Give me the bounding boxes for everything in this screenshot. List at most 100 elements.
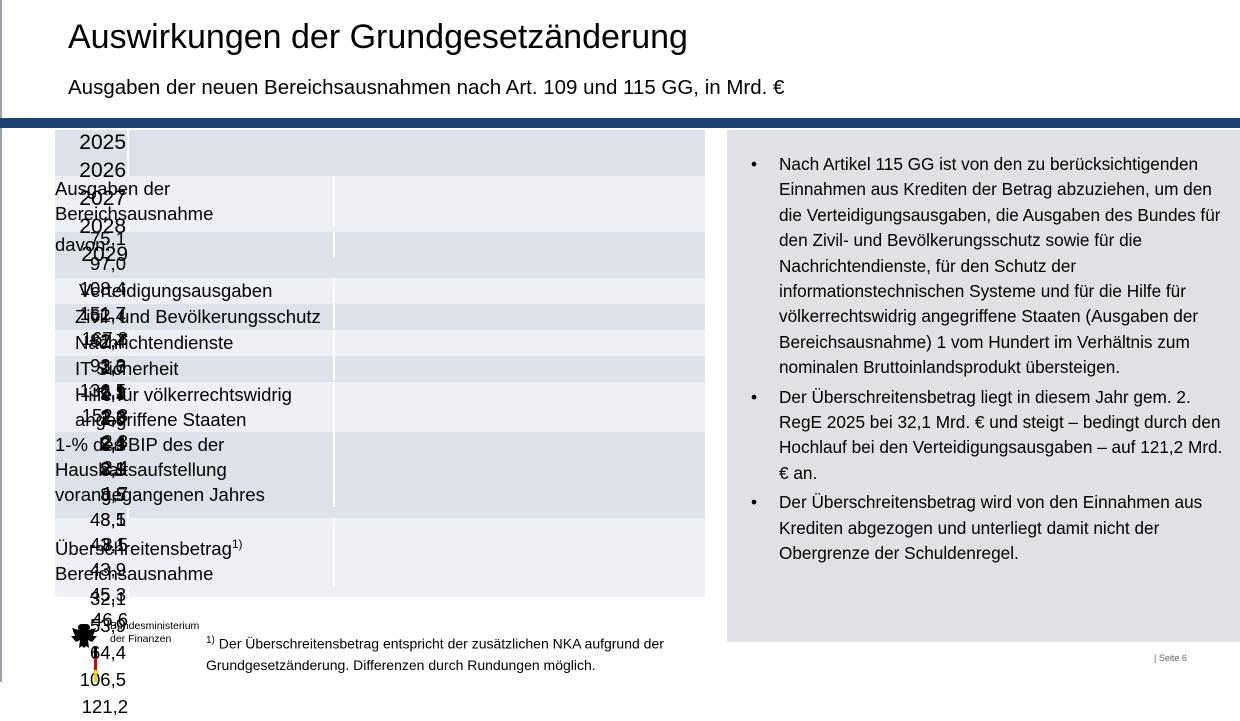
cell-value: 2,1 <box>100 433 126 454</box>
row-label: IT Sicherheit <box>55 356 335 381</box>
label-text: Bereichsausnahme <box>55 563 214 585</box>
subtitle: Ausgaben der neuen Bereichsausnahmen nac… <box>68 76 785 99</box>
label-text: Hilfe für völkerrechtswidrig <box>75 384 292 405</box>
table-cell: 46,6 <box>55 607 129 632</box>
cell-value: 2,0 <box>100 356 126 377</box>
cell-value: 136,5 <box>79 380 126 401</box>
cell-value: 8,3 <box>100 434 126 455</box>
table-cell: 2,3 <box>55 429 129 454</box>
label-line: Bereichsausnahme <box>55 201 332 226</box>
footnote-mark: 1) <box>206 635 215 646</box>
row-label: 1-% des BIP des der Haushaltsaufstellung v… <box>55 432 335 507</box>
ministry-name: Bundesministerium der Finanzen <box>110 620 199 646</box>
table-row: Zivil- und Bevölkerungsschutz 1,4 2,0 2,1 2,… <box>55 304 705 452</box>
label-line: Verteidigungsausgaben <box>79 278 332 303</box>
table-cell: 32,1 <box>55 586 129 614</box>
cell-value: 167,8 <box>81 328 128 349</box>
cell-value: 62,4 <box>89 305 126 326</box>
table-row: Ausgaben der Bereichsausnahme 75,1 97,0 108,… <box>55 176 705 349</box>
table-row: Überschreitensbetrag1) Bereichsausnahme 32… <box>55 518 705 717</box>
cell-value: 2,3 <box>100 407 126 428</box>
label-line: 1-% des BIP des der <box>55 432 332 457</box>
cell-value: 1,7 <box>102 483 128 504</box>
label-line: Bereichsausnahme <box>55 561 332 586</box>
cell-value: 8,5 <box>100 509 126 530</box>
cell-value: 2,2 <box>100 406 126 427</box>
cell-value: 53,9 <box>89 615 126 637</box>
cell-value: 8,5 <box>100 459 126 480</box>
label-text: Verteidigungsausgaben <box>79 280 273 301</box>
cell-value: 93,3 <box>89 355 126 376</box>
table-cell: 2,4 <box>55 455 129 480</box>
table-row: Verteidigungsausgaben 62,4 82,7 93,3 136,5 15… <box>55 278 705 426</box>
note-mark: 1) <box>231 537 243 551</box>
bullet-list: Nach Artikel 115 GG ist von den zu berüc… <box>727 130 1240 567</box>
table-row: Nachrichtendienste 1,7 2,2 2,3 2,4 2,4 <box>55 330 705 478</box>
label-text: Nachrichtendienste <box>75 332 234 353</box>
cell-value: 108,4 <box>79 278 126 299</box>
label-text: IT Sicherheit <box>75 358 179 379</box>
label-line: Haushaltsaufstellung <box>55 457 332 482</box>
bullet: Der Überschreitensbetrag wird von den Ei… <box>751 490 1226 566</box>
cell-value: 97,0 <box>89 253 126 274</box>
label-text: Überschreitensbetrag <box>55 538 232 560</box>
cell-value: 46,6 <box>91 609 128 630</box>
row-label: Zivil- und Bevölkerungsschutz <box>55 304 335 329</box>
table-cell: 53,9 <box>55 613 129 641</box>
table-cell: 8,5 <box>55 532 129 557</box>
label-line: angegriffene Staaten <box>75 407 332 432</box>
footnote: 1) Der Überschreitensbetrag entspricht d… <box>206 630 726 676</box>
cell-value: 2,4 <box>100 432 126 453</box>
table-row: 1-% des BIP des der Haushaltsaufstellung v… <box>55 432 705 630</box>
bullet: Der Überschreitensbetrag liegt in diesem… <box>751 385 1226 487</box>
cell-value: 45,3 <box>89 584 126 605</box>
cell-value: 121,2 <box>81 696 128 718</box>
cell-value: 75,1 <box>89 228 126 249</box>
logo <box>71 624 97 682</box>
table-row: IT Sicherheit 1,3 1,6 2,1 2,1 1,7 <box>55 356 705 504</box>
bullet: Nach Artikel 115 GG ist von den zu berüc… <box>751 152 1226 381</box>
table-cell: 152,8 <box>55 403 129 428</box>
cell-value: 2,3 <box>102 431 128 452</box>
page-number: | Seite 6 <box>1154 653 1187 663</box>
row-label: davon: <box>55 232 335 257</box>
cell-value: 8,5 <box>102 534 128 555</box>
flag-black <box>94 646 97 658</box>
table-cell: 167,8 <box>55 326 129 351</box>
label-text: 1-% des BIP des der <box>55 434 225 455</box>
label-text: Ausgaben der <box>55 178 171 199</box>
title: Auswirkungen der Grundgesetzänderung <box>68 18 688 56</box>
cell-value: 2,2 <box>100 382 126 403</box>
slide: {"header": {"title": "Auswirkungen der G… <box>0 0 1240 682</box>
flag-red <box>94 658 97 670</box>
table-row: Hilfe für völkerrechtswidrig angegriffene… <box>55 382 705 555</box>
row-label: Verteidigungsausgaben <box>55 278 335 303</box>
cell-value: 82,7 <box>89 330 126 351</box>
cell-value: 2,1 <box>100 381 126 402</box>
cell-value: 1,7 <box>100 357 126 378</box>
table-cell: 1,7 <box>55 481 129 506</box>
cell-value: 64,4 <box>89 642 126 664</box>
table: 20252026202720282029Ausgaben der Bereichs… <box>55 130 705 717</box>
ministry-line: der Finanzen <box>110 633 172 645</box>
table-row: 20252026202720282029 <box>55 130 705 266</box>
label-line: vorangegangenen Jahres <box>55 482 332 507</box>
label-line: IT Sicherheit <box>75 356 332 381</box>
cell-value: 2,4 <box>102 457 128 478</box>
flag-gold <box>94 670 97 682</box>
label-line: Zivil- und Bevölkerungsschutz <box>75 304 332 329</box>
cell-value: 151,7 <box>79 303 126 324</box>
label-text: davon: <box>55 234 111 255</box>
label-line: davon: <box>55 232 332 257</box>
page: Slide html, body { margin: 0; padding: 0… <box>0 0 1240 682</box>
cell-value: 1,6 <box>100 408 126 429</box>
row-label: Ausgaben der Bereichsausnahme <box>55 176 335 226</box>
table-cell: 64,4 <box>55 640 129 668</box>
ministry-line: Bundesministerium <box>110 620 200 632</box>
label-line: Ausgaben der <box>55 176 332 201</box>
footnote-text: Der Überschreitensbetrag entspricht der … <box>206 635 664 673</box>
cell-value: 2,1 <box>100 458 126 479</box>
row-label: Nachrichtendienste <box>55 330 335 355</box>
cell-value: 152,8 <box>81 405 128 426</box>
table-cell: 121,2 <box>55 694 129 721</box>
